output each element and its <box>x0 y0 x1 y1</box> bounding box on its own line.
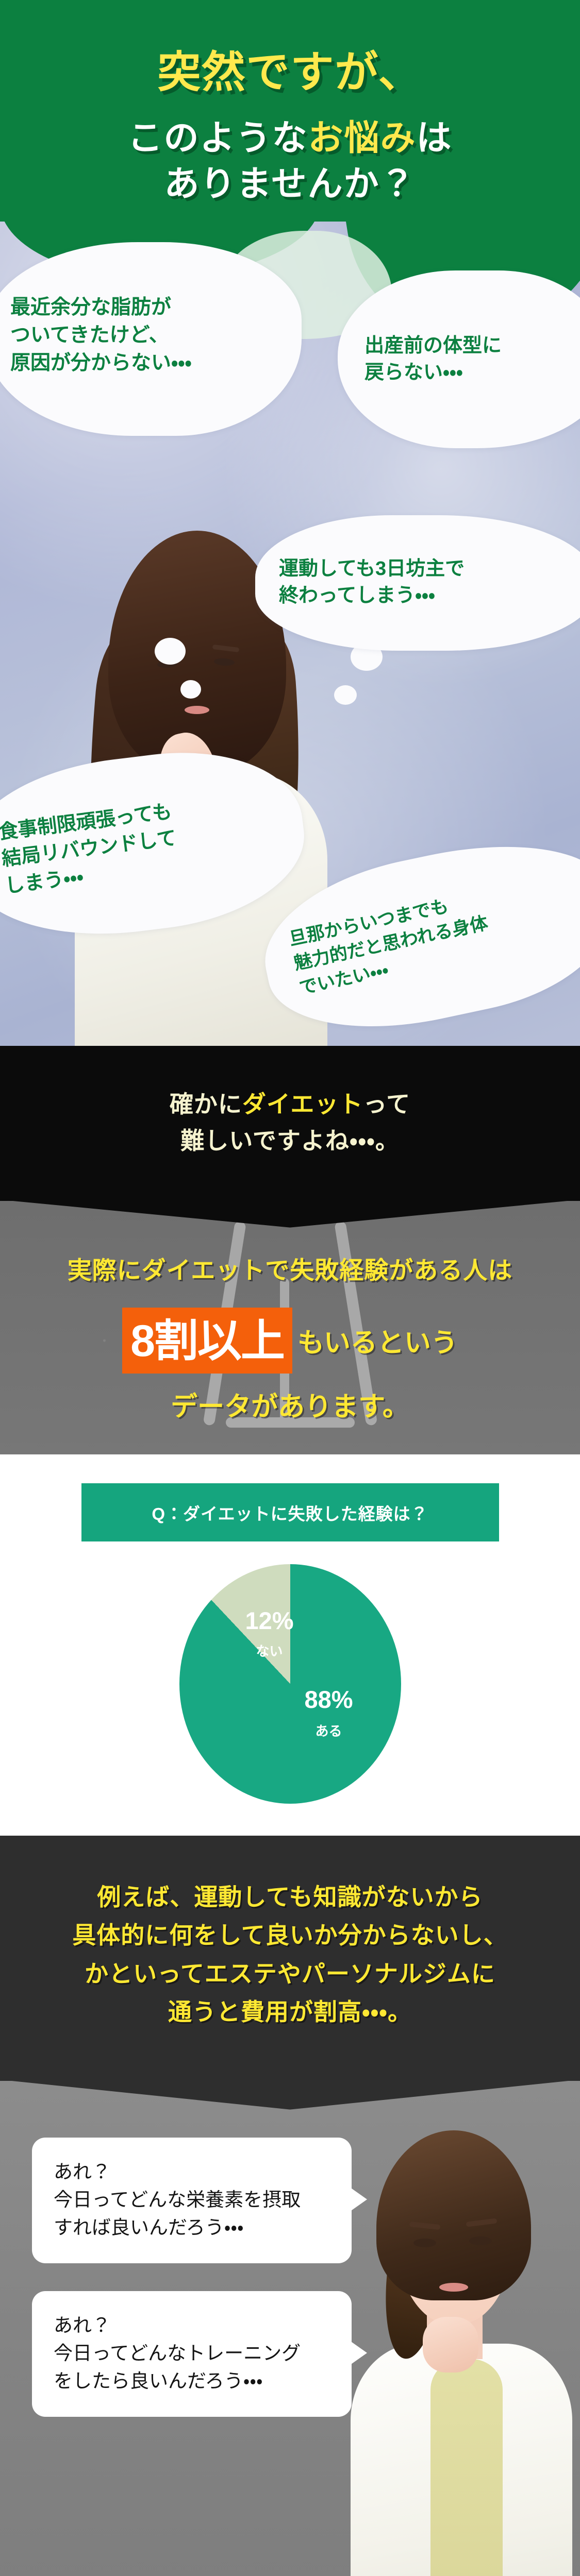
woman-mouth <box>439 2282 468 2292</box>
thought-bubble-1: 最近余分な脂肪が ついてきたけど、 原因が分からない・・・ <box>0 242 302 436</box>
bubble-2-line-1: 出産前の体型に <box>364 335 502 357</box>
stat-lead-text: 実際にダイエットで失敗経験がある人は <box>67 1256 513 1284</box>
dark-line-2: 具体的に何をして良いか分からないし、 <box>72 1922 508 1949</box>
thought-tail-1b <box>180 680 201 699</box>
speech-box-training: あれ？ 今日ってどんなトレーニング をしたら良いんだろう・・・ <box>32 2291 367 2417</box>
woman-eye-right <box>469 2236 492 2245</box>
pie-chart-wrapper: 12% ない 88% ある <box>0 1564 580 1804</box>
black-line-1-part-c: って <box>363 1091 411 1117</box>
thought-tail-2b <box>334 685 357 705</box>
hero-line-3: ありませんか？ <box>164 164 416 204</box>
confused-questions-section: あれ？ 今日ってどんな栄養素を摂取 すれば良いんだろう・・・ あれ？ 今日ってど… <box>0 2080 580 2576</box>
woman-inner-top <box>430 2359 503 2576</box>
hero-line-2: このようなお悩みは <box>127 117 452 160</box>
speech-1-line-1: あれ？ <box>54 2161 111 2182</box>
speech-2-line-2: 今日ってどんなトレーニング <box>54 2342 301 2364</box>
woman-eye-left <box>413 2238 436 2247</box>
thought-bubble-3: 運動しても3日坊主で 終わってしまう・・・ <box>255 515 580 651</box>
speech-1-line-2: 今日ってどんな栄養素を摂取 <box>54 2189 301 2210</box>
pie-category-nai: ない <box>256 1643 283 1659</box>
ladder-base <box>225 1417 355 1428</box>
stat-last-text: データがあります。 <box>171 1392 409 1422</box>
model-mouth <box>185 706 209 714</box>
woman-fist <box>423 2316 478 2372</box>
black-line-2: 難しいですよね・・・。 <box>180 1127 400 1155</box>
speech-1-line-3: すれば良いんだろう・・・ <box>54 2216 244 2238</box>
bubble-1-line-1: 最近余分な脂肪が <box>10 296 172 318</box>
bubble-1-line-2: ついてきたけど、 <box>10 324 169 346</box>
hero-line-1: 突然ですが、 <box>157 47 423 96</box>
thought-tail-1a <box>155 638 186 665</box>
hero-headline-section: 突然ですが、 このようなお悩みは ありませんか？ <box>0 0 580 222</box>
black-line-1-part-a: 確かに <box>169 1091 242 1117</box>
statistic-section: 実際にダイエットで失敗経験がある人は 8割以上 もいるという データがあります。… <box>0 1201 580 1836</box>
pie-chart: 12% ない 88% ある <box>179 1564 401 1804</box>
stat-big-row: 8割以上 もいるという <box>0 1307 580 1374</box>
stat-badge: 8割以上 <box>122 1307 292 1374</box>
example-problem-section: 例えば、運動しても知識がないから 具体的に何をして良いか分からないし、 かといっ… <box>0 1835 580 2110</box>
bubble-2-line-2: 戻らない・・・ <box>364 362 463 384</box>
speech-box-nutrition: あれ？ 今日ってどんな栄養素を摂取 すれば良いんだろう・・・ <box>32 2137 367 2263</box>
thought-bubble-2: 出産前の体型に 戻らない・・・ <box>338 270 580 448</box>
pie-value-aru: 88% <box>304 1685 353 1713</box>
dark-line-3: かといってエステやパーソナルジムに <box>85 1960 495 1987</box>
dark-line-1: 例えば、運動しても知識がないから <box>97 1883 483 1910</box>
pie-value-nai: 12% <box>245 1606 294 1634</box>
speech-2-line-1: あれ？ <box>54 2314 111 2336</box>
stat-tail-text: もいるという <box>297 1328 458 1359</box>
bubble-3-line-1: 運動しても3日坊主で <box>279 558 465 580</box>
pie-slice-label-aru: 88% ある <box>305 1685 353 1740</box>
woman-hair <box>376 2130 531 2300</box>
bubble-1-line-3: 原因が分からない・・・ <box>10 351 192 374</box>
black-statement-section: 確かにダイエットって 難しいですよね・・・。 <box>0 1046 580 1228</box>
thinking-woman-photo <box>340 2117 580 2576</box>
dark-line-4: 通うと費用が割高・・・。 <box>168 1998 412 2026</box>
black-line-1-highlight: ダイエット <box>242 1091 363 1117</box>
chart-question-bar: Q：ダイエットに失敗した経験は？ <box>81 1483 499 1541</box>
black-line-1: 確かにダイエットって <box>0 1086 580 1123</box>
speech-2-line-3: をしたら良いんだろう・・・ <box>54 2370 263 2392</box>
hero-line-2-highlight: お悩み <box>308 118 417 158</box>
bubble-3-line-2: 終わってしまう・・・ <box>279 585 435 607</box>
hero-line-2-part-a: このような <box>127 118 308 158</box>
hero-line-2-part-c: は <box>416 118 453 158</box>
pain-points-photo-section: 最近余分な脂肪が ついてきたけど、 原因が分からない・・・ 出産前の体型に 戻ら… <box>0 222 580 1046</box>
pie-slice-label-nai: 12% ない <box>245 1606 294 1660</box>
pie-category-aru: ある <box>315 1723 342 1739</box>
survey-chart-card: Q：ダイエットに失敗した経験は？ 12% ない 88% ある <box>0 1454 580 1836</box>
